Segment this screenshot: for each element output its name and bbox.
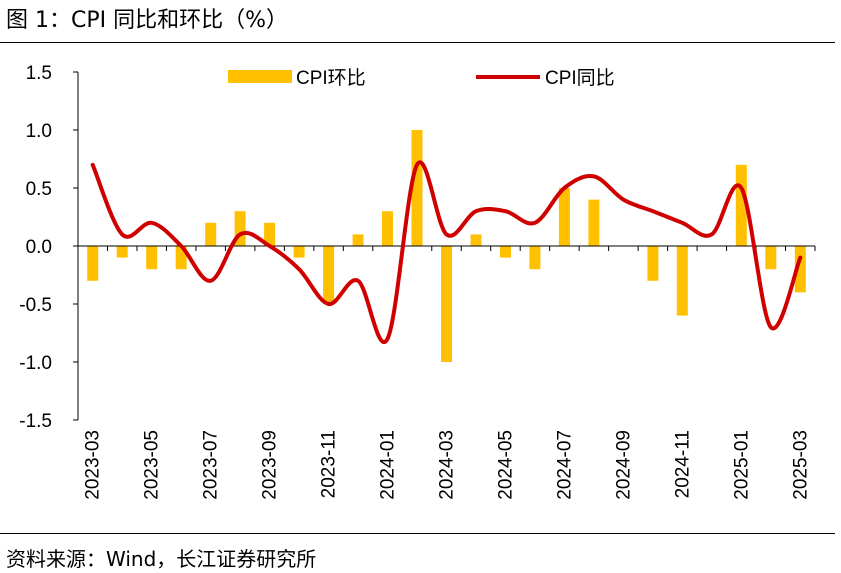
bar-2024-03: [441, 246, 452, 362]
x-tick-label: 2024-11: [672, 430, 693, 498]
bar-2024-06: [529, 246, 541, 270]
legend-bar-label: CPI环比: [296, 67, 366, 89]
bar-2025-02: [765, 246, 777, 270]
x-tick-label: 2023-07: [201, 430, 222, 500]
bar-2023-08: [234, 211, 246, 246]
y-tick-label: 0.0: [26, 237, 52, 258]
figure-title: 图 1：CPI 同比和环比（%）: [6, 8, 289, 33]
legend-bar-swatch: [228, 70, 292, 83]
bar-2023-12: [352, 234, 364, 246]
y-tick-label: 0.5: [26, 179, 52, 200]
bar-2024-08: [588, 199, 600, 246]
x-tick-label: 2024-03: [437, 430, 458, 500]
cpi-yoy-line: [90, 160, 803, 344]
bar-2023-05: [146, 246, 158, 270]
bar-2023-10: [293, 246, 305, 258]
bar-2024-05: [500, 246, 511, 258]
bar-2023-11: [323, 246, 335, 304]
legend-line-label: CPI同比: [545, 67, 615, 89]
x-tick-label: 2023-09: [260, 430, 281, 500]
bar-2023-04: [116, 246, 128, 258]
title-rule: [0, 42, 835, 43]
legend: CPI环比 CPI同比: [228, 67, 615, 89]
source-note: 资料来源：Wind，长江证券研究所: [6, 547, 317, 571]
y-tick-label: -0.5: [19, 295, 52, 316]
x-tick-label: 2023-05: [142, 430, 163, 500]
x-tick-label: 2023-03: [83, 430, 104, 500]
y-tick-label: -1.0: [19, 353, 52, 374]
x-tick-label: 2024-05: [495, 430, 516, 500]
x-tick-label: 2025-03: [790, 430, 811, 500]
bar-2024-10: [647, 246, 659, 281]
source-rule: [0, 533, 835, 534]
bar-2023-06: [175, 246, 187, 270]
bar-2023-03: [87, 246, 99, 281]
bar-2025-01: [735, 164, 747, 246]
bar-2025-03: [794, 246, 806, 293]
bar-2024-07: [558, 188, 570, 246]
y-tick-label: 1.5: [26, 63, 52, 84]
x-tick-label: 2024-07: [554, 430, 575, 500]
x-tick-label: 2024-09: [613, 430, 634, 500]
x-tick-label: 2024-01: [378, 430, 399, 500]
bar-2024-01: [382, 211, 393, 246]
bar-2024-02: [411, 130, 423, 246]
y-tick-label: 1.0: [26, 121, 52, 142]
x-tick-label: 2023-11: [319, 430, 340, 498]
bar-series: [87, 130, 806, 362]
bar-2024-11: [676, 246, 688, 316]
bar-2024-04: [470, 234, 482, 246]
axes: 1.5 1.0 0.5 0.0 -0.5 -1.0 -1.5 2023-03 2023-05 20…: [19, 63, 816, 500]
y-tick-label: -1.5: [19, 411, 52, 432]
bar-2023-07: [205, 222, 217, 246]
x-tick-label: 2025-01: [731, 430, 752, 500]
line-series: [90, 160, 803, 344]
bar-2023-09: [264, 222, 276, 246]
